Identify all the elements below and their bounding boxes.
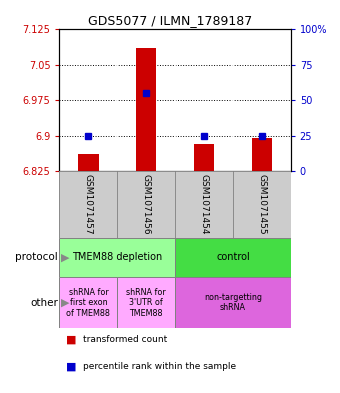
Text: shRNA for
first exon
of TMEM88: shRNA for first exon of TMEM88 xyxy=(66,288,110,318)
Bar xyxy=(59,238,175,277)
Text: ■: ■ xyxy=(66,335,77,345)
Text: ▶: ▶ xyxy=(61,252,70,263)
Text: GSM1071457: GSM1071457 xyxy=(84,174,93,235)
Text: non-targetting
shRNA: non-targetting shRNA xyxy=(204,293,262,312)
Text: ▶: ▶ xyxy=(61,298,70,308)
Bar xyxy=(59,277,117,328)
Bar xyxy=(175,238,291,277)
Text: transformed count: transformed count xyxy=(83,336,168,344)
Text: percentile rank within the sample: percentile rank within the sample xyxy=(83,362,236,371)
Text: shRNA for
3'UTR of
TMEM88: shRNA for 3'UTR of TMEM88 xyxy=(126,288,166,318)
Text: protocol: protocol xyxy=(15,252,58,263)
Text: other: other xyxy=(30,298,58,308)
Bar xyxy=(252,138,272,171)
Text: GSM1071455: GSM1071455 xyxy=(257,174,266,235)
Text: GSM1071456: GSM1071456 xyxy=(142,174,151,235)
Text: ■: ■ xyxy=(66,362,77,372)
Bar xyxy=(136,48,156,171)
Bar xyxy=(175,277,291,328)
Bar xyxy=(117,277,175,328)
Text: control: control xyxy=(216,252,250,263)
Bar xyxy=(78,154,99,171)
Text: GSM1071454: GSM1071454 xyxy=(200,174,208,235)
Bar xyxy=(194,144,214,171)
Text: TMEM88 depletion: TMEM88 depletion xyxy=(72,252,163,263)
Text: GDS5077 / ILMN_1789187: GDS5077 / ILMN_1789187 xyxy=(88,14,252,27)
